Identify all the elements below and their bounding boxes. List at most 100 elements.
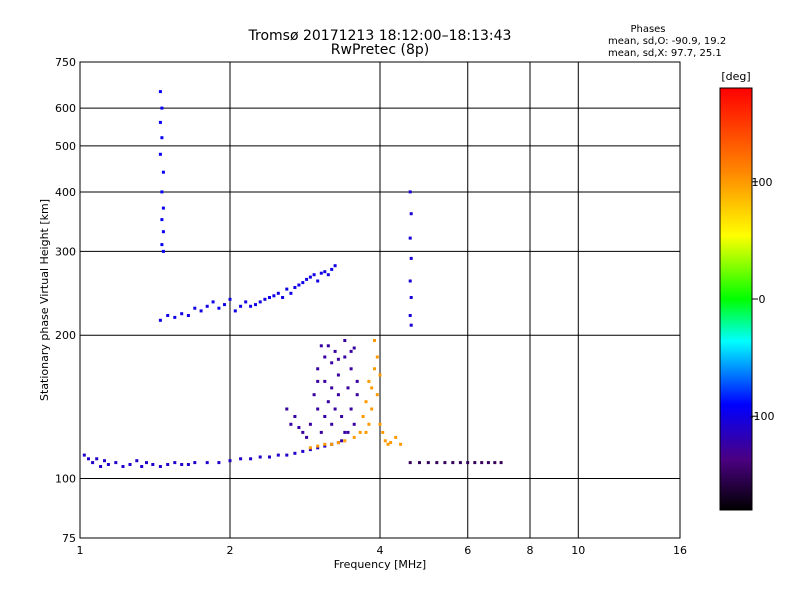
echo-point bbox=[91, 461, 95, 465]
echo-point bbox=[254, 303, 257, 307]
echo-point bbox=[333, 349, 337, 353]
echo-point bbox=[258, 300, 262, 304]
echo-point bbox=[205, 304, 209, 308]
echo-point bbox=[486, 461, 490, 465]
x-tick-label: 2 bbox=[227, 544, 234, 557]
x-tick-label: 4 bbox=[377, 544, 384, 557]
echo-point bbox=[173, 461, 177, 465]
echo-point bbox=[249, 304, 253, 308]
echo-point bbox=[349, 367, 353, 371]
echo-point bbox=[330, 422, 334, 426]
echo-point bbox=[305, 277, 309, 281]
echo-point bbox=[151, 463, 155, 466]
echo-point bbox=[211, 300, 215, 304]
y-tick-label: 100 bbox=[55, 473, 76, 486]
echo-point bbox=[343, 339, 347, 342]
echo-point bbox=[308, 422, 312, 426]
echo-point bbox=[330, 361, 334, 365]
echo-point bbox=[336, 441, 340, 445]
echo-point bbox=[305, 435, 309, 439]
echo-point bbox=[281, 296, 285, 299]
echo-point bbox=[160, 136, 164, 140]
echo-point bbox=[364, 400, 368, 404]
echo-point bbox=[301, 281, 305, 285]
echo-point bbox=[409, 323, 413, 327]
echo-point bbox=[373, 339, 376, 342]
echo-point bbox=[367, 379, 371, 383]
echo-point bbox=[326, 344, 330, 348]
echo-point bbox=[239, 457, 243, 461]
echo-point bbox=[308, 446, 312, 450]
echo-point bbox=[352, 346, 356, 350]
echo-point bbox=[166, 314, 170, 317]
echo-point bbox=[343, 430, 347, 434]
y-tick-label: 75 bbox=[62, 532, 76, 545]
echo-point bbox=[408, 236, 412, 240]
echo-point bbox=[308, 275, 312, 279]
echo-point bbox=[367, 422, 371, 426]
x-tick-label: 8 bbox=[527, 544, 534, 557]
echo-point bbox=[409, 212, 413, 216]
echo-point bbox=[160, 106, 164, 110]
echo-point bbox=[336, 393, 340, 397]
echo-point bbox=[330, 386, 334, 390]
echo-point bbox=[346, 430, 350, 434]
echo-point bbox=[375, 355, 379, 359]
y-tick-label: 200 bbox=[55, 329, 76, 342]
x-tick-label: 6 bbox=[464, 544, 471, 557]
echo-point bbox=[364, 430, 368, 434]
echo-point bbox=[145, 461, 148, 465]
echo-point bbox=[409, 256, 413, 260]
echo-point bbox=[228, 459, 232, 463]
y-tick-label: 600 bbox=[55, 102, 76, 115]
echo-point bbox=[323, 442, 327, 446]
x-axis-label: Frequency [MHz] bbox=[334, 558, 426, 571]
echo-point bbox=[361, 415, 365, 418]
echo-point bbox=[293, 286, 297, 289]
echo-point bbox=[323, 379, 327, 383]
echo-point bbox=[158, 465, 162, 468]
echo-point bbox=[193, 461, 197, 465]
echo-point bbox=[316, 279, 320, 283]
x-tick-label: 10 bbox=[571, 544, 585, 557]
echo-point bbox=[399, 442, 403, 446]
echo-point bbox=[333, 264, 337, 268]
echo-point bbox=[326, 400, 330, 404]
echo-point bbox=[352, 422, 356, 426]
echo-point bbox=[297, 283, 301, 287]
echo-point bbox=[381, 430, 385, 434]
echo-point bbox=[223, 303, 226, 307]
echo-point bbox=[355, 393, 359, 397]
echo-point bbox=[480, 461, 484, 465]
echo-point bbox=[285, 453, 289, 457]
echo-point bbox=[493, 461, 497, 465]
echo-point bbox=[128, 463, 132, 466]
echo-point bbox=[289, 291, 293, 295]
echo-point bbox=[268, 296, 271, 299]
echo-point bbox=[373, 367, 376, 371]
echo-point bbox=[349, 349, 353, 353]
colorbar-tick-label: -100 bbox=[750, 410, 775, 423]
echo-point bbox=[308, 448, 312, 452]
echo-point bbox=[499, 461, 503, 465]
echo-point bbox=[355, 379, 359, 383]
echo-point bbox=[383, 439, 387, 443]
echo-point bbox=[180, 463, 184, 466]
x-axis-ticks: 1 2 4 6 8 10 16 bbox=[77, 544, 688, 557]
echo-point bbox=[343, 439, 347, 443]
echo-point bbox=[158, 152, 162, 156]
echo-point bbox=[426, 461, 430, 465]
echo-point bbox=[121, 465, 125, 468]
echo-point bbox=[244, 300, 248, 304]
echo-point bbox=[378, 373, 382, 377]
echo-point bbox=[408, 461, 412, 465]
echo-point bbox=[323, 270, 327, 274]
x-tick-label: 1 bbox=[77, 544, 84, 557]
echo-point bbox=[358, 430, 362, 434]
stats-ordinary: mean, sd,O: -90.9, 19.2 bbox=[608, 36, 726, 47]
echo-point bbox=[386, 442, 390, 446]
echo-point bbox=[180, 312, 184, 316]
echo-point bbox=[352, 435, 356, 439]
echo-point bbox=[349, 407, 353, 411]
echo-point bbox=[443, 461, 447, 465]
